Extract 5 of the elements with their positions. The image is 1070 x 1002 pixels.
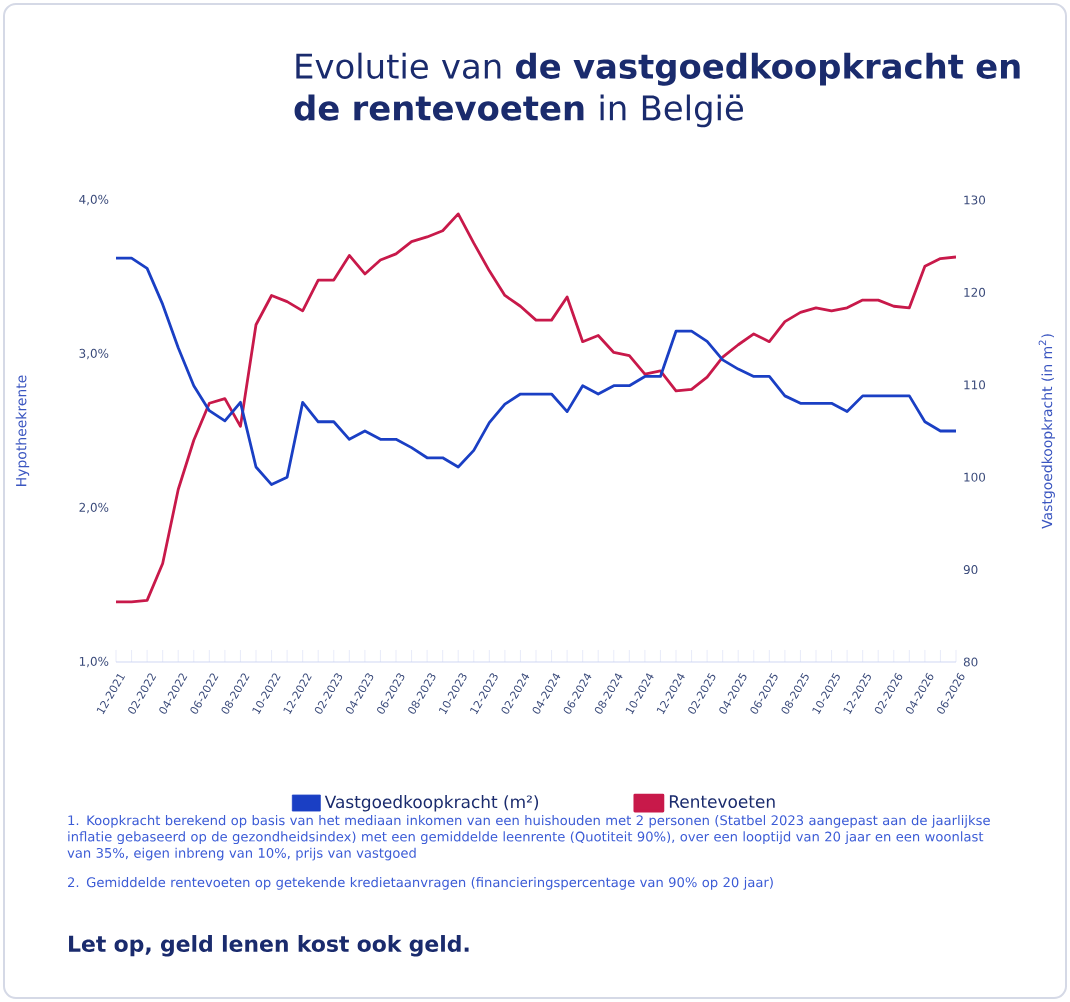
line-series <box>116 212 956 604</box>
text: Let op, geld lenen kost ook geld. <box>69 935 469 957</box>
chart-title: Evolutie van de vastgoedkoopkracht en de rentevoeten in België <box>294 52 1020 128</box>
legend-label: Rentevoeten <box>669 795 775 808</box>
legend-label: Vastgoedkoopkracht (m²) <box>324 795 539 812</box>
